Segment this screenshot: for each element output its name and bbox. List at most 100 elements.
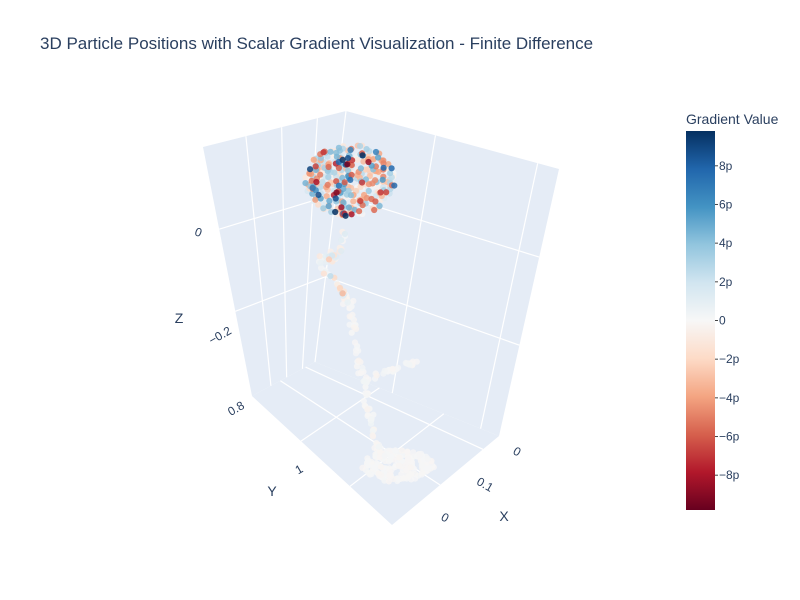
- particle-point: [391, 182, 398, 189]
- colorbar-tick-label: 6p: [719, 197, 733, 211]
- particle-point: [370, 156, 377, 163]
- particle-point: [348, 171, 355, 178]
- y-tick-1: 1: [293, 462, 306, 478]
- particle-point: [308, 177, 315, 184]
- colorbar-tick-label: 0: [719, 314, 726, 328]
- x-tick-1: 0.1: [474, 474, 496, 495]
- particle-point: [325, 256, 333, 263]
- particle-point: [407, 464, 414, 471]
- scatter-points: [302, 142, 437, 485]
- colorbar-tick-label: −6p: [719, 430, 740, 444]
- particle-point: [342, 212, 349, 219]
- particle-point: [350, 297, 357, 305]
- particle-point: [353, 325, 360, 332]
- particle-point: [375, 168, 382, 175]
- particle-point: [376, 448, 384, 456]
- particle-point: [325, 203, 332, 210]
- particle-point: [374, 184, 381, 191]
- particle-point: [339, 156, 346, 163]
- grid-right-v-0: [391, 135, 437, 394]
- colorbar-ticks: 8p 6p 4p 2p 0 −2p −4p −6p −8p: [715, 159, 740, 482]
- particle-point: [355, 357, 362, 364]
- particle-point: [312, 163, 319, 170]
- particle-point: [412, 475, 419, 482]
- particle-point: [347, 176, 354, 183]
- particle-point: [396, 454, 403, 461]
- particle-point: [364, 411, 371, 418]
- x-tick-2: 0: [439, 510, 452, 526]
- particle-point: [332, 195, 339, 202]
- particle-point: [348, 303, 355, 310]
- particle-point: [332, 208, 339, 216]
- particle-point: [356, 208, 363, 215]
- particle-point: [340, 199, 347, 206]
- colorbar-tick-label: −8p: [719, 468, 740, 482]
- particle-point: [316, 253, 323, 260]
- chart-title: 3D Particle Positions with Scalar Gradie…: [40, 34, 594, 53]
- grid-left-v-0: [245, 136, 272, 386]
- particle-point: [326, 197, 333, 204]
- particle-point: [365, 457, 372, 464]
- particle-point: [373, 372, 380, 379]
- particle-point: [371, 464, 378, 471]
- particle-point: [424, 455, 431, 462]
- particle-point: [376, 202, 383, 210]
- particle-point: [346, 321, 353, 328]
- colorbar-tick-label: 2p: [719, 275, 733, 289]
- particle-point: [341, 230, 348, 237]
- particle-point: [353, 363, 361, 370]
- particle-point: [315, 191, 322, 198]
- particle-point: [335, 164, 342, 172]
- grid-left-h-1: [235, 276, 326, 312]
- particle-point: [335, 182, 342, 189]
- particle-point: [380, 164, 387, 171]
- particle-point: [360, 378, 367, 385]
- particle-point: [325, 174, 332, 181]
- particle-point: [346, 313, 353, 320]
- particle-point: [317, 171, 324, 178]
- particle-point: [310, 156, 317, 163]
- particle-point: [320, 149, 327, 156]
- particle-point: [327, 273, 334, 280]
- colorbar-gradient: [686, 131, 715, 510]
- particle-point: [386, 457, 394, 464]
- y-tick-0: 0.8: [225, 398, 247, 419]
- particle-point: [365, 187, 372, 195]
- particle-point: [336, 284, 344, 292]
- particle-point: [333, 178, 340, 185]
- z-axis-title: Z: [175, 310, 184, 326]
- particle-point: [383, 189, 390, 196]
- particle-point: [380, 160, 387, 167]
- particle-point: [363, 392, 370, 399]
- particle-point: [385, 161, 392, 168]
- x-tick-0: 0: [511, 444, 524, 460]
- particle-point: [369, 180, 376, 187]
- particle-point: [398, 447, 406, 454]
- particle-point: [406, 361, 413, 368]
- particle-point: [388, 165, 395, 172]
- grid-right-h-0: [335, 193, 540, 258]
- particle-point: [302, 180, 309, 187]
- particle-point: [359, 464, 366, 471]
- particle-point: [372, 198, 379, 205]
- particle-point: [408, 470, 415, 477]
- particle-point: [338, 237, 345, 244]
- colorbar-title: Gradient Value: [686, 111, 779, 127]
- particle-point: [338, 204, 345, 211]
- particle-point: [364, 406, 371, 413]
- particle-point: [389, 365, 396, 372]
- grid-right-h-1: [325, 276, 520, 346]
- 3d-scene[interactable]: 0 −0.2 0.8 1 0 0.1 0 Z Y X: [0, 0, 680, 600]
- particle-point: [372, 148, 380, 156]
- grid-floor-b-1: [305, 366, 484, 450]
- particle-point: [331, 169, 338, 176]
- particle-point: [400, 475, 407, 482]
- particle-point: [365, 469, 372, 476]
- grid-left-v-1: [281, 127, 288, 378]
- particle-point: [363, 194, 370, 202]
- particle-point: [344, 155, 352, 162]
- particle-point: [341, 179, 348, 186]
- particle-point: [386, 472, 393, 479]
- particle-point: [319, 179, 326, 186]
- particle-point: [371, 206, 378, 214]
